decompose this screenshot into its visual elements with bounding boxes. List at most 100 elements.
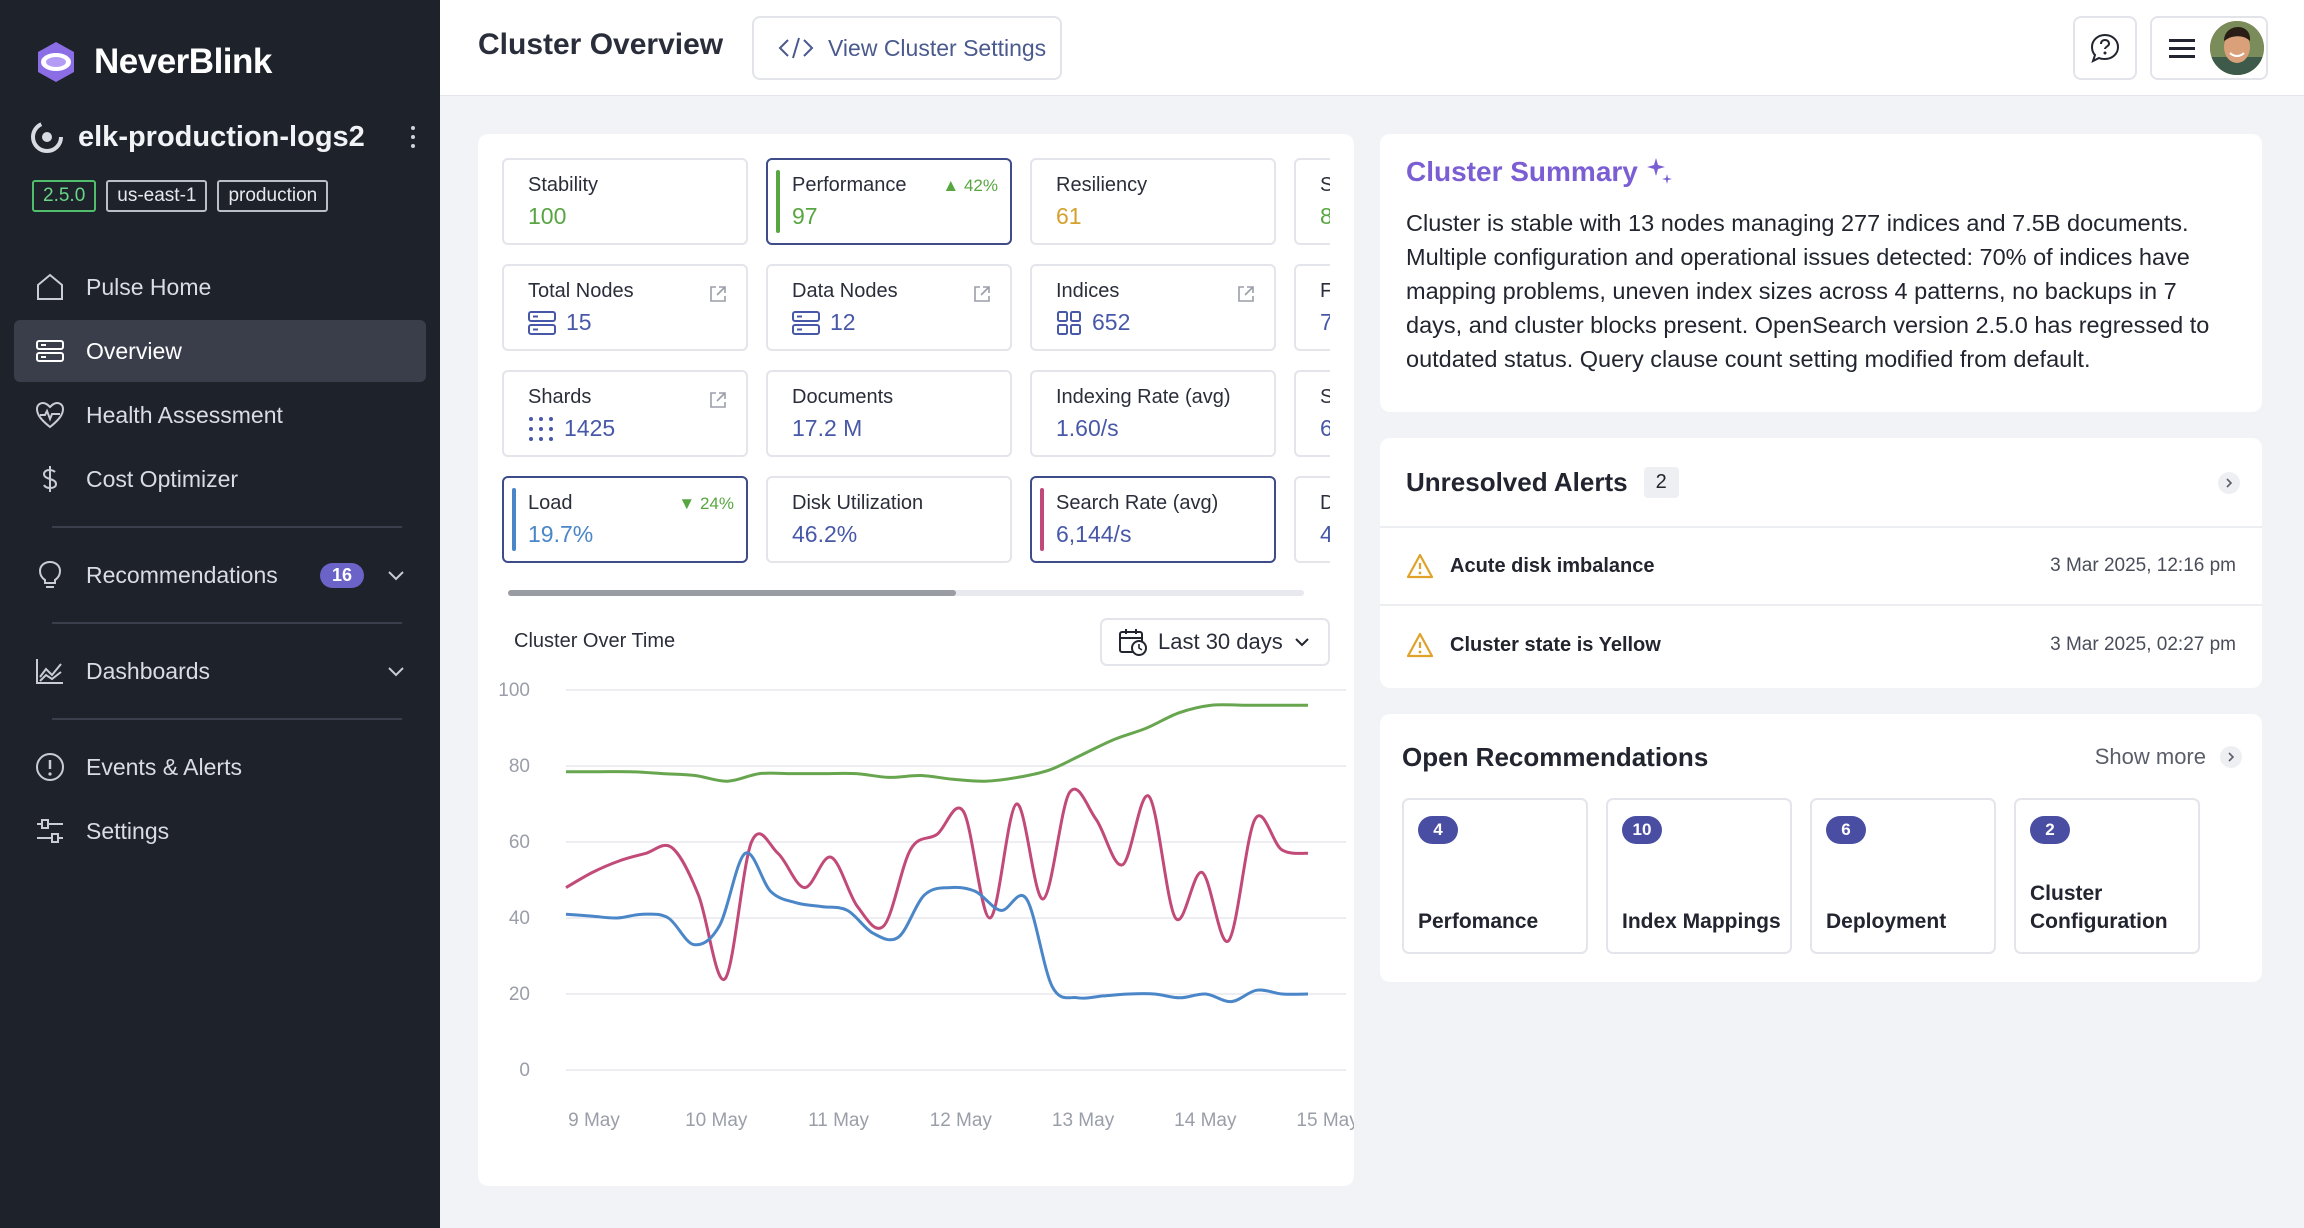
metric-card-free[interactable]: Free 758 — [1294, 264, 1330, 351]
cluster-name: elk-production-logs2 — [78, 120, 365, 153]
metric-value: 1425 — [564, 415, 616, 441]
sidebar-item-label: Overview — [86, 337, 182, 364]
metric-delta-up: ▲ 42% — [942, 176, 998, 195]
sidebar-item-dashboards[interactable]: Dashboards — [14, 640, 426, 702]
metric-card-performance[interactable]: Performance 97 ▲ 42% — [766, 158, 1012, 245]
metric-card-security[interactable]: Sec 85 — [1294, 158, 1330, 245]
alert-item[interactable]: Acute disk imbalance 3 Mar 2025, 12:16 p… — [1380, 528, 2262, 606]
top-header: Cluster Overview View Cluster Settings — [440, 0, 2304, 96]
metric-card-documents[interactable]: Documents 17.2 M — [766, 370, 1012, 457]
chevron-down-icon[interactable] — [386, 661, 406, 681]
sidebar-item-recommendations[interactable]: Recommendations 16 — [14, 544, 426, 606]
sidebar-item-pulse-home[interactable]: Pulse Home — [14, 256, 426, 318]
metric-title: Indexing Rate (avg) — [1056, 386, 1231, 408]
external-link-icon[interactable] — [708, 284, 728, 304]
alerts-header[interactable]: Unresolved Alerts 2 — [1380, 438, 2262, 528]
metric-accent-bar — [1040, 488, 1044, 551]
alert-time: 3 Mar 2025, 12:16 pm — [2050, 555, 2236, 576]
metric-title: Indices — [1056, 280, 1120, 302]
metric-card-shards[interactable]: Shards 1425 — [502, 370, 748, 457]
metric-card-storage[interactable]: Stor 67. — [1294, 370, 1330, 457]
metric-card-resiliency[interactable]: Resiliency 61 — [1030, 158, 1276, 245]
alert-circle-icon — [36, 753, 64, 781]
metric-value: 17.2 M — [792, 415, 863, 441]
sidebar-item-settings[interactable]: Settings — [14, 800, 426, 862]
scrollbar-thumb[interactable] — [508, 590, 956, 596]
metric-value-row: 12 — [792, 309, 1010, 336]
metric-card-disk-utilization[interactable]: Disk Utilization 46.2% — [766, 476, 1012, 563]
metric-value: 652 — [1092, 309, 1131, 335]
recommendation-tile-index-mappings[interactable]: 10 Index Mappings — [1606, 798, 1792, 954]
chart-x-tick-label: 9 May — [568, 1110, 620, 1131]
metric-accent-bar — [512, 488, 516, 551]
chart-y-tick-label: 0 — [519, 1060, 530, 1081]
chart-gridlines — [566, 689, 1346, 1071]
recommendation-count: 10 — [1622, 816, 1662, 844]
metric-cards-scroller[interactable]: Stability 100 Performance 97 ▲ 42% Resil… — [502, 158, 1330, 598]
metric-card-search-rate[interactable]: Search Rate (avg) 6,144/s — [1030, 476, 1276, 563]
show-more-label: Show more — [2094, 744, 2206, 769]
metric-card-deleted[interactable]: Dele 4.6 — [1294, 476, 1330, 563]
metric-card-stability[interactable]: Stability 100 — [502, 158, 748, 245]
server-icon — [528, 310, 556, 335]
metric-title: Stor — [1320, 386, 1330, 408]
metrics-panel: Stability 100 Performance 97 ▲ 42% Resil… — [478, 134, 1354, 1186]
metric-title: Documents — [792, 386, 894, 408]
metric-value-row: 1425 — [528, 415, 746, 442]
chart-title: Cluster Over Time — [514, 630, 676, 652]
view-cluster-settings-button[interactable]: View Cluster Settings — [752, 16, 1062, 80]
recommendation-tile-cluster-configuration[interactable]: 2 Cluster Configuration — [2014, 798, 2200, 954]
sidebar-item-label: Cost Optimizer — [86, 465, 239, 492]
show-more-link[interactable]: Show more — [2095, 744, 2242, 770]
cluster-icon — [31, 121, 63, 153]
sidebar-item-label: Settings — [86, 817, 170, 844]
metric-card-indexing-rate[interactable]: Indexing Rate (avg) 1.60/s — [1030, 370, 1276, 457]
metric-title: Total Nodes — [528, 280, 634, 302]
help-bubble-icon — [2090, 33, 2120, 63]
avatar[interactable] — [2210, 21, 2264, 75]
sidebar-item-events-alerts[interactable]: Events & Alerts — [14, 736, 426, 798]
neverblink-logo-icon — [38, 42, 74, 82]
sidebar-item-overview[interactable]: Overview — [14, 320, 426, 382]
metric-card-indices[interactable]: Indices 652 — [1030, 264, 1276, 351]
external-link-icon[interactable] — [972, 284, 992, 304]
recommendation-tile-deployment[interactable]: 6 Deployment — [1810, 798, 1996, 954]
sidebar-item-label: Health Assessment — [86, 401, 283, 428]
summary-title: Cluster Summary — [1406, 156, 1638, 187]
metric-card-total-nodes[interactable]: Total Nodes 15 — [502, 264, 748, 351]
metric-cards-scrollbar[interactable] — [508, 590, 1304, 596]
chart-x-ticks: 9 May 10 May 11 May 12 May 13 May 14 May 15 Ma… — [568, 1110, 1354, 1131]
user-menu-button[interactable] — [2150, 16, 2268, 80]
cluster-selector[interactable]: elk-production-logs2 — [30, 120, 425, 154]
chart-series-line-2 — [565, 851, 1309, 1004]
chevron-down-icon[interactable] — [386, 565, 406, 585]
metric-card-data-nodes[interactable]: Data Nodes 12 — [766, 264, 1012, 351]
metric-value: 758 — [1320, 309, 1330, 335]
alert-item[interactable]: Cluster state is Yellow 3 Mar 2025, 02:2… — [1380, 606, 2262, 684]
metric-value: 19.7% — [528, 521, 594, 547]
dots-grid-icon — [529, 416, 553, 441]
recommendation-tile-performance[interactable]: 4 Perfomance — [1402, 798, 1588, 954]
summary-text: Cluster is stable with 13 nodes managing… — [1406, 210, 2210, 372]
warning-triangle-icon — [1406, 553, 1434, 579]
brand-logo[interactable]: NeverBlink — [32, 38, 272, 86]
metric-value: 12 — [830, 309, 856, 335]
metric-value: 97 — [792, 203, 818, 229]
help-button[interactable] — [2073, 16, 2137, 80]
metric-title: Shards — [528, 386, 592, 408]
external-link-icon[interactable] — [708, 390, 728, 410]
metric-card-load[interactable]: Load 19.7% ▼ 24% — [502, 476, 748, 563]
more-options-icon[interactable] — [401, 122, 425, 152]
chart-y-tick-label: 100 — [498, 680, 530, 701]
sidebar-item-health-assessment[interactable]: Health Assessment — [14, 384, 426, 446]
avatar-portrait-icon — [2210, 21, 2264, 75]
date-range-dropdown[interactable]: Last 30 days — [1100, 618, 1330, 666]
chart-y-tick-label: 80 — [509, 756, 530, 777]
grid-icon — [1057, 310, 1081, 335]
chevron-right-icon[interactable] — [2218, 472, 2240, 494]
sidebar-item-cost-optimizer[interactable]: Cost Optimizer — [14, 448, 426, 510]
code-icon — [778, 37, 814, 59]
chart-series — [565, 703, 1309, 1004]
external-link-icon[interactable] — [1236, 284, 1256, 304]
chevron-down-icon — [1295, 638, 1309, 647]
